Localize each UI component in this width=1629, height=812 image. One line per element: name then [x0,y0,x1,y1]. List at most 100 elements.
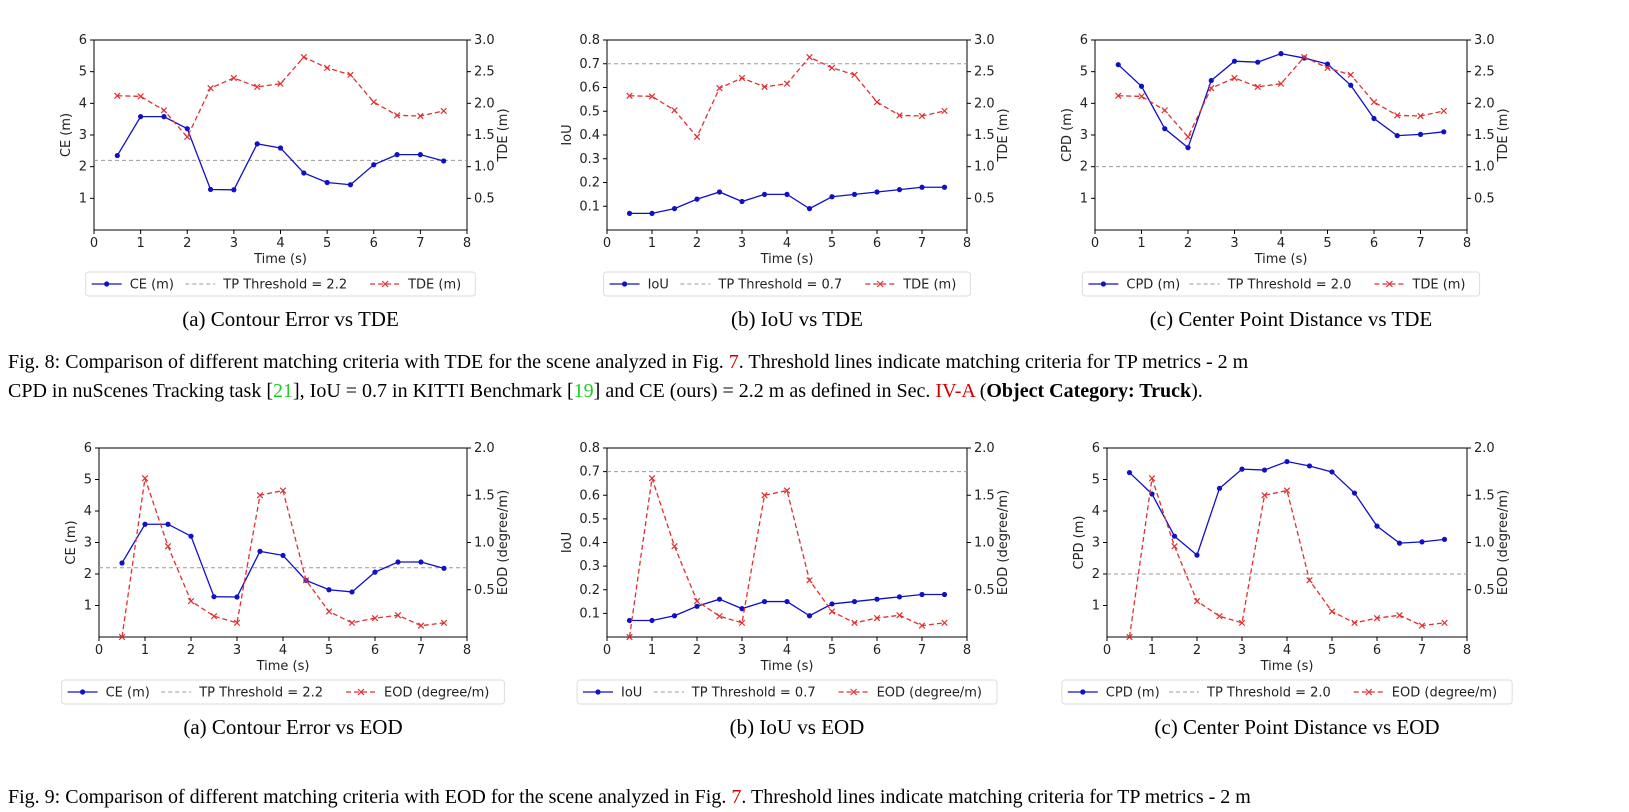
data-point [1216,485,1223,491]
chart-8c: 0 1 2 3 4 5 6 7 8 Time (s) 1 2 3 4 5 6 CPD (m) 0.5 1.0 1.5 2… [1060,33,1511,331]
data-point [165,521,171,527]
data-point [941,107,948,115]
legend-label: CE (m) [130,278,174,293]
y-tick-label: 0.4 [579,128,600,143]
data-point [648,475,656,482]
legend-label: CPD (m) [1106,686,1160,701]
legend-label: TP Threshold = 2.0 [1206,686,1331,701]
data-point [211,594,217,600]
x-tick-label: 7 [416,236,424,251]
legend-label: TDE (m) [1411,278,1465,293]
data-point [118,633,126,641]
data-point [693,133,701,141]
x-tick-label: 5 [323,236,331,251]
data-point [1373,614,1381,622]
data-point [207,186,214,193]
fig8-caption-line2: CPD in nuScenes Tracking task [21], IoU … [8,380,1203,402]
data-point [300,53,308,61]
data-point [441,158,447,164]
y-tick-label: 6 [1092,441,1100,456]
section-ref-link[interactable]: IV-A [935,380,975,402]
data-point [648,93,656,100]
data-point [348,619,356,627]
legend-box [576,679,998,705]
fig8-caption: Fig. 8: Comparison of different matching… [8,348,1608,406]
legend-label: TP Threshold = 0.7 [717,278,842,293]
legend: IoU TP Threshold = 0.7 EOD (degree/m) [576,679,998,705]
y2-tick-label: 1.5 [974,128,995,143]
data-point [1370,98,1378,106]
y-tick-label: 0.5 [579,512,600,527]
x-tick-label: 5 [1323,236,1331,251]
subfigure-caption: (b) IoU vs TDE [731,307,863,331]
y2-tick-label: 1.0 [974,536,995,551]
legend-marker [80,689,86,695]
data-point [761,83,768,91]
y-tick-label: 2 [1080,160,1088,175]
y-tick-label: 0.1 [579,199,600,214]
data-point [441,565,447,571]
subfigure-caption: (b) IoU vs EOD [730,715,865,739]
data-point [1328,608,1336,615]
plot-frame [606,447,968,638]
data-point [1194,552,1200,558]
citation-link[interactable]: 21 [273,380,293,402]
legend-label: TP Threshold = 2.2 [198,686,323,701]
y2-tick-label: 1.0 [1474,160,1495,175]
x-tick-label: 7 [918,236,926,251]
y-tick-label: 4 [84,504,92,519]
y-axis-label: IoU [560,532,575,553]
x-tick-label: 0 [90,236,98,251]
x-tick-label: 5 [1328,643,1336,658]
x-tick-label: 1 [648,236,656,251]
data-point [918,622,926,629]
y-tick-label: 3 [84,536,92,551]
y2-tick-label: 2.0 [1474,96,1495,111]
x-tick-label: 7 [1416,236,1424,251]
x-tick-label: 8 [1463,236,1471,251]
y2-tick-label: 2.0 [474,441,495,456]
data-point [1231,58,1238,64]
fig8-caption-line1: Fig. 8: Comparison of different matching… [8,351,1249,373]
data-point [694,603,700,609]
y2-tick-label: 2.0 [974,441,995,456]
data-point [1284,458,1290,465]
fig-ref-link[interactable]: 7 [731,786,742,808]
data-point [1347,71,1354,79]
data-point [417,112,424,120]
x-tick-label: 3 [738,236,746,251]
data-point [738,619,746,627]
data-point [851,619,858,627]
data-point [324,179,330,186]
y2-tick-label: 0.5 [1474,583,1495,598]
legend: CPD (m) TP Threshold = 2.0 EOD (degree/m) [1061,679,1513,705]
y-tick-label: 5 [84,473,92,488]
data-point [739,198,745,205]
data-point [1254,83,1261,91]
x-axis-label: Time (s) [256,659,310,674]
y-tick-label: 6 [79,33,87,48]
data-point [370,98,377,106]
data-point [1261,467,1268,473]
legend: CE (m) TP Threshold = 2.2 EOD (degree/m) [61,679,505,705]
legend-label: CPD (m) [1126,278,1180,293]
y-axis-label: CE (m) [59,113,74,157]
y-axis-label: CPD (m) [1072,516,1087,570]
legend-label: EOD (degree/m) [877,686,982,701]
x-tick-label: 1 [136,236,144,251]
x-tick-label: 8 [1463,643,1471,658]
y-tick-label: 5 [1092,473,1100,488]
y2-tick-label: 0.5 [1474,191,1495,206]
x-axis-label: Time (s) [1254,252,1308,267]
y2-tick-label: 1.5 [974,488,995,503]
y-tick-label: 3 [1092,536,1100,551]
data-point [1394,112,1401,119]
y-tick-label: 0.2 [579,176,600,191]
citation-link[interactable]: 19 [573,380,594,402]
fig-ref-link[interactable]: 7 [728,351,739,373]
x-axis-label: Time (s) [760,252,814,267]
data-point [919,184,925,190]
data-point [394,152,400,158]
data-point [256,492,264,499]
